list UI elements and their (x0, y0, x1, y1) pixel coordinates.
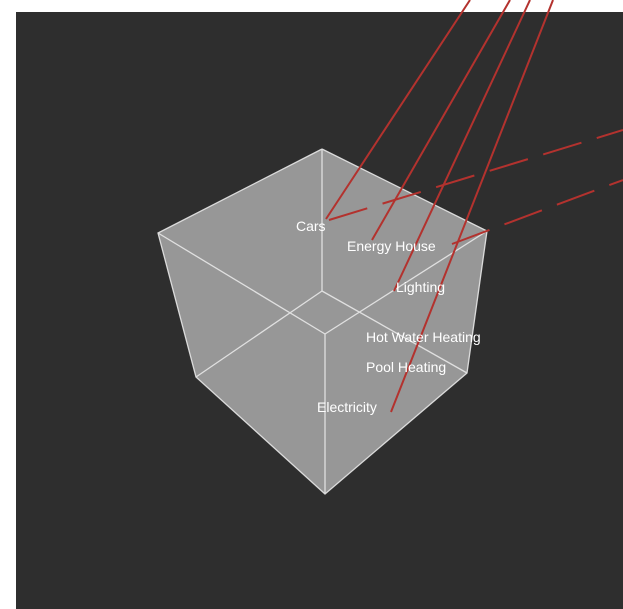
cube-edge-front-left (157, 232, 326, 335)
cube-edge-front-right (324, 230, 488, 335)
cube-edge-left-hidden (195, 290, 323, 378)
label-lighting[interactable]: Lighting (396, 279, 445, 295)
label-hot-water-heating[interactable]: Hot Water Heating (366, 329, 481, 345)
connector-energy-house-dashed (451, 179, 623, 245)
label-electricity[interactable]: Electricity (317, 399, 377, 415)
cube-edge-right-hidden (321, 290, 468, 374)
connector-lighting (393, 0, 531, 292)
label-cars[interactable]: Cars (296, 218, 326, 234)
cube-body (158, 149, 487, 494)
node-labels: Cars Energy House Lighting Hot Water Hea… (296, 218, 481, 415)
connector-electricity (390, 0, 554, 413)
label-energy-house[interactable]: Energy House (347, 238, 436, 254)
label-pool-heating[interactable]: Pool Heating (366, 359, 446, 375)
connector-cars (325, 0, 471, 220)
connector-lines (325, 0, 623, 413)
connector-cars-dashed (328, 129, 623, 221)
